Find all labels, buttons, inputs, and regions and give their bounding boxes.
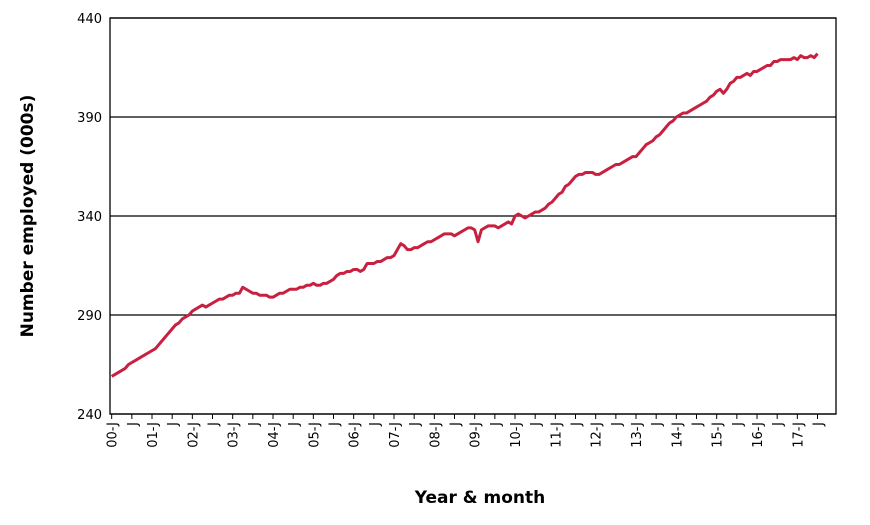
x-tick-label: J [126, 422, 141, 427]
x-tick-label: J [771, 422, 786, 427]
x-tick-label: J [368, 422, 383, 427]
x-tick-label: 12-J [590, 422, 605, 448]
plot-frame [109, 17, 837, 415]
x-tick-label: 01-J [146, 422, 161, 448]
y-tick-label: 240 [77, 408, 102, 423]
x-tick-label: J [287, 422, 302, 427]
x-tick-label: J [610, 422, 625, 427]
x-tick-label: 17-J [791, 422, 806, 448]
x-tick-label: 13-J [630, 422, 645, 448]
x-tick-label: J [449, 422, 464, 427]
y-tick-label: 390 [77, 111, 102, 126]
x-tick-label: 11-J [549, 422, 564, 448]
x-tick-label: 05-J [307, 422, 322, 448]
x-tick-label: J [408, 422, 423, 427]
x-tick-label: J [166, 422, 181, 427]
x-tick-label: J [691, 422, 706, 427]
x-tick-label: 07-J [388, 422, 403, 448]
x-tick-label: J [247, 422, 262, 427]
x-tick-label: J [650, 422, 665, 427]
y-tick-label: 440 [77, 12, 102, 27]
x-tick-label: 08-J [428, 422, 443, 448]
x-tick-label: J [489, 422, 504, 427]
x-tick-label: 15-J [711, 422, 726, 448]
x-tick-label: 10-J [509, 422, 524, 448]
x-tick-label: 02-J [186, 422, 201, 448]
x-tick-label: J [812, 422, 827, 427]
x-tick-label: 14-J [670, 422, 685, 448]
y-tick-label: 340 [77, 210, 102, 225]
x-tick-label: 16-J [751, 422, 766, 448]
y-tick-label: 290 [77, 309, 102, 324]
x-tick-label: J [328, 422, 343, 427]
x-tick-label: 04-J [267, 422, 282, 448]
x-tick-label: J [207, 422, 222, 427]
x-tick-label: J [570, 422, 585, 427]
x-tick-label: 00-J [106, 422, 121, 448]
x-tick-label: 09-J [469, 422, 484, 448]
x-tick-label: 03-J [227, 422, 242, 448]
x-axis-title: Year & month [414, 488, 546, 508]
y-axis-title: Number employed (000s) [18, 95, 38, 338]
x-tick-label: J [529, 422, 544, 427]
data-line [110, 52, 819, 378]
x-tick-label: J [731, 422, 746, 427]
x-tick-label: 06-J [348, 422, 363, 448]
